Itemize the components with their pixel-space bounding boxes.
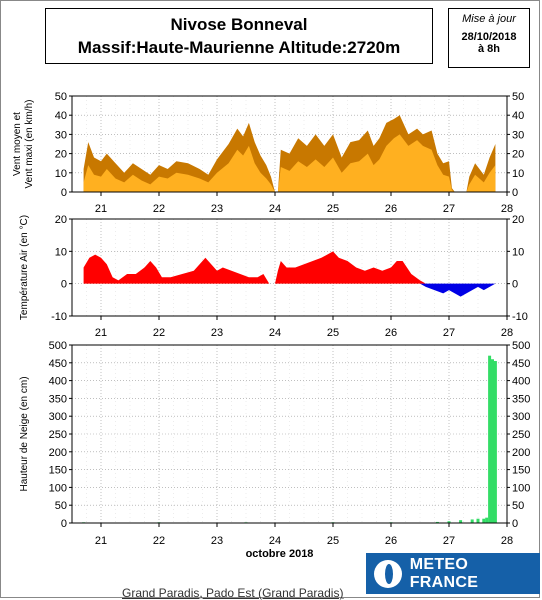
wind-xtick-label: 27	[443, 203, 455, 215]
snow-bar	[470, 519, 474, 523]
wind-xtick-label: 24	[269, 203, 281, 215]
snow-ytick-right: 450	[512, 358, 530, 370]
snow-xtick-label: 26	[385, 535, 397, 547]
snow-xtick-label: 21	[95, 535, 107, 547]
snow-ytick-right: 300	[512, 411, 530, 423]
temperature-xtick-label: 25	[327, 327, 339, 339]
snow-ytick-left: 350	[49, 393, 67, 405]
wind-ytick-right: 20	[512, 149, 524, 161]
wind-ylabel-line1: Vent moyen et	[12, 112, 23, 176]
temperature-ytick-right: -10	[512, 311, 528, 323]
snow-ytick-right: 250	[512, 429, 530, 441]
snow-xtick-label: 25	[327, 535, 339, 547]
logo-text: METEO FRANCE	[409, 555, 479, 591]
snow-ytick-right: 150	[512, 465, 530, 477]
snow-bar	[488, 355, 492, 523]
snow-ylabel: Hauteur de Neige (en cm)	[19, 376, 30, 491]
station-title: Nivose Bonneval	[170, 15, 308, 34]
meteo-france-logo[interactable]: METEO FRANCE	[366, 553, 540, 594]
temperature-ytick-right: 0	[512, 279, 518, 291]
snow-ytick-left: 500	[49, 340, 67, 352]
temperature-negative-area	[83, 283, 496, 297]
wind-xtick-label: 25	[327, 203, 339, 215]
snow-xtick-label: 23	[211, 535, 223, 547]
wind-xtick-label: 23	[211, 203, 223, 215]
snow-ytick-left: 400	[49, 376, 67, 388]
footer-link[interactable]: Grand Paradis, Pado Est (Grand Paradis)	[122, 586, 344, 600]
wind-ylabel-line2: Vent maxi (en km/h)	[24, 100, 35, 189]
snow-xtick-label: 24	[269, 535, 281, 547]
wind-ytick-left: 10	[55, 168, 67, 180]
station-subtitle: Massif:Haute-Maurienne Altitude:2720m	[77, 38, 401, 57]
snow-ytick-left: 150	[49, 465, 67, 477]
snow-ytick-left: 0	[61, 518, 67, 530]
temperature-ytick-right: 10	[512, 246, 524, 258]
snow-bar	[435, 521, 439, 523]
wind-ytick-right: 10	[512, 168, 524, 180]
snow-bar	[459, 520, 463, 523]
meteo-france-emblem-icon	[374, 559, 402, 588]
temperature-xtick-label: 28	[501, 327, 513, 339]
wind-area-avg	[83, 134, 496, 192]
snow-bar	[476, 518, 480, 523]
snow-ytick-right: 200	[512, 447, 530, 459]
snow-ytick-right: 350	[512, 393, 530, 405]
snow-xtick-label: 28	[501, 535, 513, 547]
temperature-xtick-label: 21	[95, 327, 107, 339]
wind-ytick-left: 30	[55, 129, 67, 141]
snow-xlabel: octobre 2018	[246, 548, 314, 560]
snow-ytick-left: 50	[55, 500, 67, 512]
wind-ytick-left: 40	[55, 110, 67, 122]
wind-ytick-left: 20	[55, 149, 67, 161]
snow-ytick-right: 50	[512, 500, 524, 512]
snow-xtick-label: 27	[443, 535, 455, 547]
temperature-ytick-right: 20	[512, 214, 524, 226]
snow-bar	[493, 361, 497, 523]
temperature-xtick-label: 27	[443, 327, 455, 339]
snow-ytick-left: 250	[49, 429, 67, 441]
snow-bar	[482, 518, 486, 523]
wind-ytick-left: 50	[55, 91, 67, 103]
snow-bar	[447, 521, 451, 523]
temperature-ytick-left: 10	[55, 246, 67, 258]
snow-ytick-right: 500	[512, 340, 530, 352]
wind-ytick-right: 50	[512, 91, 524, 103]
temperature-xtick-label: 22	[153, 327, 165, 339]
snow-xtick-label: 22	[153, 535, 165, 547]
update-label: Mise à jour	[462, 13, 516, 25]
snow-ytick-left: 300	[49, 411, 67, 423]
temperature-xtick-label: 24	[269, 327, 281, 339]
snow-bar	[491, 359, 494, 523]
wind-ytick-left: 0	[61, 187, 67, 199]
snow-ytick-left: 450	[49, 358, 67, 370]
snow-ytick-right: 100	[512, 482, 530, 494]
temperature-ylabel: Température Air (en °C)	[19, 215, 30, 320]
snow-ytick-right: 0	[512, 518, 518, 530]
wind-plot-frame	[71, 95, 508, 193]
temperature-ytick-left: 0	[61, 279, 67, 291]
snow-ytick-left: 200	[49, 447, 67, 459]
wind-xtick-label: 21	[95, 203, 107, 215]
snow-ytick-left: 100	[49, 482, 67, 494]
temperature-positive-area	[83, 251, 496, 284]
wind-ytick-right: 0	[512, 187, 518, 199]
snow-bar	[485, 517, 489, 523]
snow-ytick-right: 400	[512, 376, 530, 388]
temperature-plot-frame	[71, 218, 508, 317]
temperature-ytick-left: -10	[51, 311, 67, 323]
wind-xtick-label: 26	[385, 203, 397, 215]
update-box: Mise à jour 28/10/2018 à 8h	[448, 8, 530, 68]
update-time: à 8h	[477, 43, 500, 55]
title-box: Nivose Bonneval Massif:Haute-Maurienne A…	[45, 8, 433, 64]
wind-ytick-right: 40	[512, 110, 524, 122]
wind-ytick-right: 30	[512, 129, 524, 141]
update-date: 28/10/2018	[461, 31, 517, 43]
wind-xtick-label: 28	[501, 203, 513, 215]
temperature-ytick-left: 20	[55, 214, 67, 226]
temperature-xtick-label: 26	[385, 327, 397, 339]
temperature-xtick-label: 23	[211, 327, 223, 339]
wind-xtick-label: 22	[153, 203, 165, 215]
